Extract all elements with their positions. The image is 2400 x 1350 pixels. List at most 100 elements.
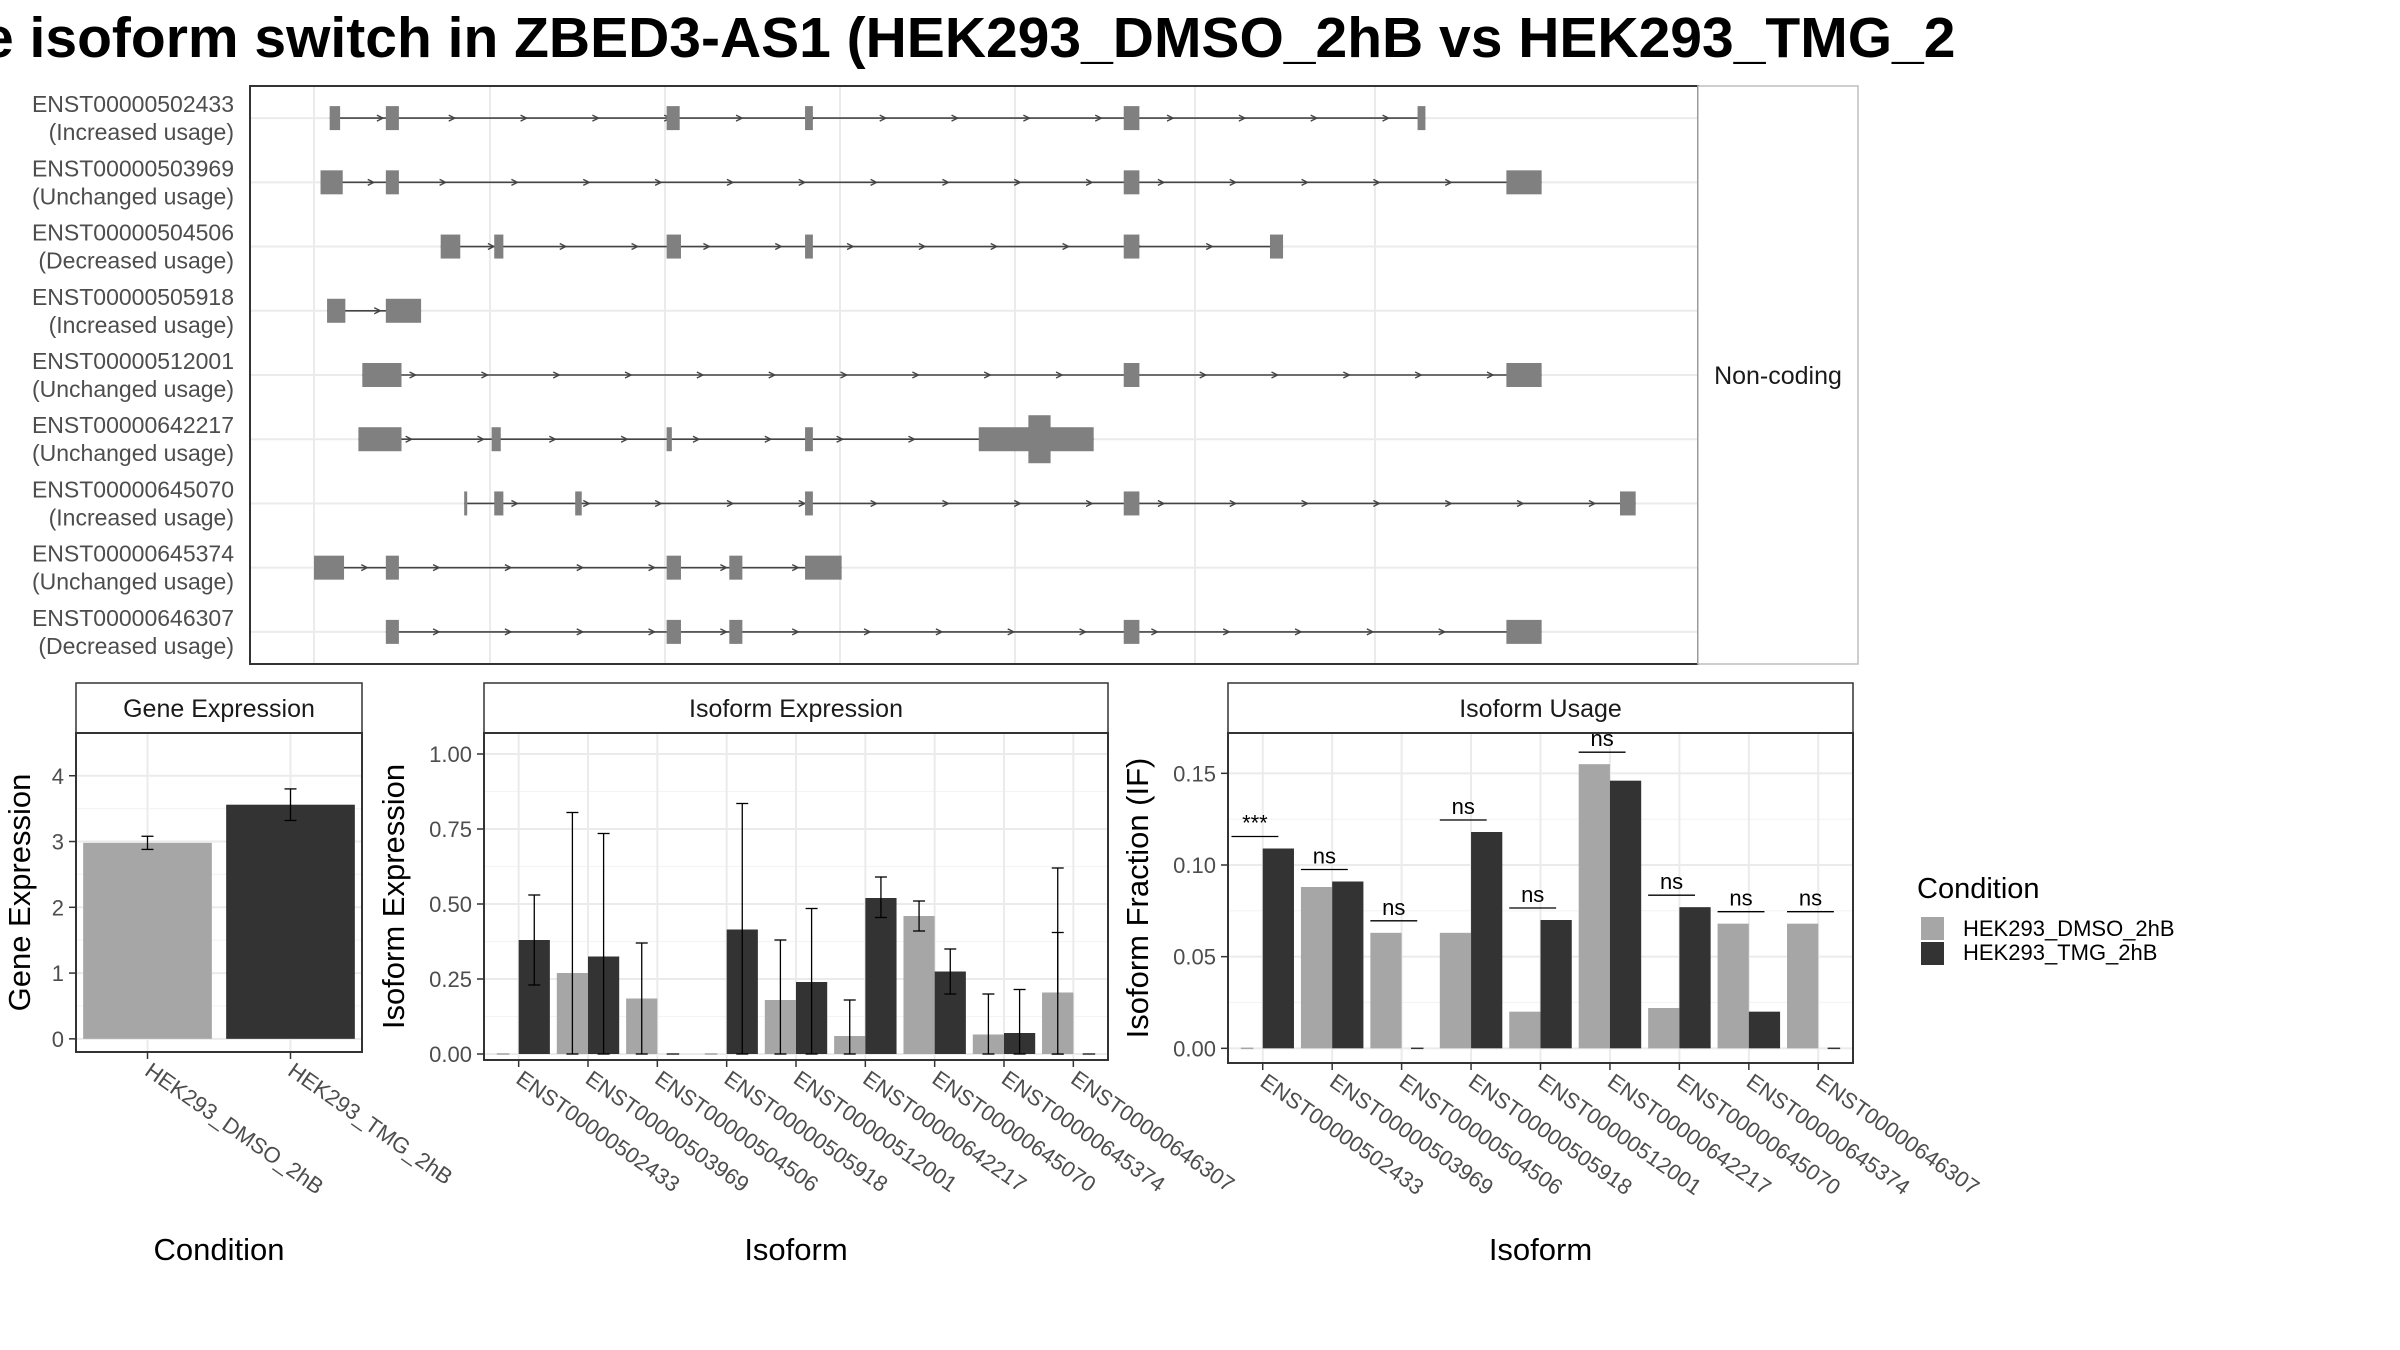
isoform-usage-label: (Decreased usage) [38,248,234,274]
intron-direction-arrow [620,435,629,443]
significance-label: ns [1382,895,1405,920]
isoform-usage-label: (Unchanged usage) [32,376,234,402]
exon-block [805,555,842,580]
intron-direction-arrow [791,564,800,572]
exon-block [1123,491,1140,516]
exon-block [327,298,346,323]
bar-dmso [1300,887,1333,1049]
bar-dmso [1787,923,1819,1049]
exon-block [464,491,468,516]
y-tick-label: 0.75 [429,817,472,842]
exon-block [491,427,501,452]
significance-label: ns [1591,726,1614,751]
x-axis-title: Isoform [1489,1232,1592,1267]
significance-label: ns [1799,886,1822,911]
intron-direction-arrow [360,564,369,572]
condition-legend: Condition HEK293_DMSO_2hB HEK293_TMG_2hB [1917,873,2175,965]
isoform-usage-label: (Unchanged usage) [32,569,234,595]
intron-direction-arrow [1166,114,1175,122]
exon-block [362,363,402,387]
exon-block [666,619,681,644]
intron-direction-arrow [879,114,888,122]
bar-dmso [903,916,935,1054]
intron-direction-arrow [552,371,561,379]
panel-border [75,732,363,1053]
intron-direction-arrow [559,242,568,251]
bar-dmso [1717,923,1749,1049]
intron-direction-arrow [1444,499,1453,508]
y-tick-label: 0.00 [429,1042,472,1067]
significance-label: ns [1660,869,1683,894]
intron-direction-arrow [774,242,783,251]
intron-direction-arrow [863,628,872,636]
exon-block [1417,106,1426,131]
isoform-id-label: ENST00000504506 [32,220,234,246]
exon-block [358,427,402,452]
y-tick-label: 2 [52,895,64,920]
structure-strip-label: Non-coding [1714,362,1842,390]
exon-block [805,491,813,516]
isoform-id-label: ENST00000642217 [32,412,234,438]
intron-direction-arrow [912,371,920,379]
bar-dmso [1509,1011,1541,1049]
y-tick-label: 0.10 [1173,853,1216,878]
intron-direction-arrow [439,178,448,186]
intron-direction-arrow [846,242,855,251]
intron-direction-arrow [791,628,800,636]
intron-direction-arrow [481,371,489,379]
intron-direction-arrow [720,564,728,572]
isoform-usage-label: (Increased usage) [49,119,234,145]
exon-block [1123,170,1140,195]
legend-title: Condition [1917,873,2040,905]
intron-direction-arrow [840,371,849,379]
isoform-id-label: ENST00000645374 [32,541,234,567]
intron-direction-arrow [582,178,591,186]
intron-direction-arrow [1588,499,1597,508]
bar-dmso [1648,1008,1680,1049]
exon-block [805,427,813,452]
bar-tmg [865,898,897,1054]
bar-tmg [1332,881,1364,1049]
intron-direction-arrow [648,564,657,572]
x-axis-title: Condition [154,1232,285,1267]
y-tick-label: 0.05 [1173,945,1216,970]
intron-direction-arrow [1444,178,1453,186]
intron-direction-arrow [373,307,382,315]
intron-direction-arrow [520,114,529,122]
exon-block [1123,619,1140,644]
intron-direction-arrow [798,178,807,186]
intron-direction-arrow [448,114,457,122]
intron-direction-arrow [405,435,414,443]
intron-direction-arrow [1294,628,1303,636]
intron-direction-arrow [1301,178,1310,186]
intron-direction-arrow [1013,178,1022,186]
intron-direction-arrow [511,178,519,186]
y-tick-label: 1.00 [429,742,472,767]
intron-direction-arrow [432,564,441,572]
bar-dmso [83,842,212,1039]
intron-direction-arrow [576,628,585,636]
isoform-usage-label: (Increased usage) [49,504,234,530]
exon-block [440,234,461,259]
structure-strip [1697,85,1859,665]
bar-dmso [1439,932,1472,1049]
exon-block [385,170,399,195]
intron-direction-arrow [648,628,657,636]
intron-direction-arrow [1229,499,1238,508]
intron-direction-arrow [908,435,917,443]
intron-direction-arrow [1516,499,1525,508]
exon-block [1620,491,1636,516]
intron-direction-arrow [1085,178,1094,186]
intron-direction-arrow [1438,628,1447,636]
intron-direction-arrow [990,242,999,251]
significance-label: ns [1313,844,1336,869]
isoform-usage-label: (Decreased usage) [38,633,234,659]
exon-block [729,619,743,644]
intron-direction-arrow [983,371,992,379]
intron-direction-arrow [1062,242,1071,251]
intron-direction-arrow [1310,114,1319,122]
intron-direction-arrow [764,435,773,443]
intron-direction-arrow [376,114,385,122]
significance-label: ns [1729,886,1752,911]
intron-direction-arrow [477,435,486,443]
